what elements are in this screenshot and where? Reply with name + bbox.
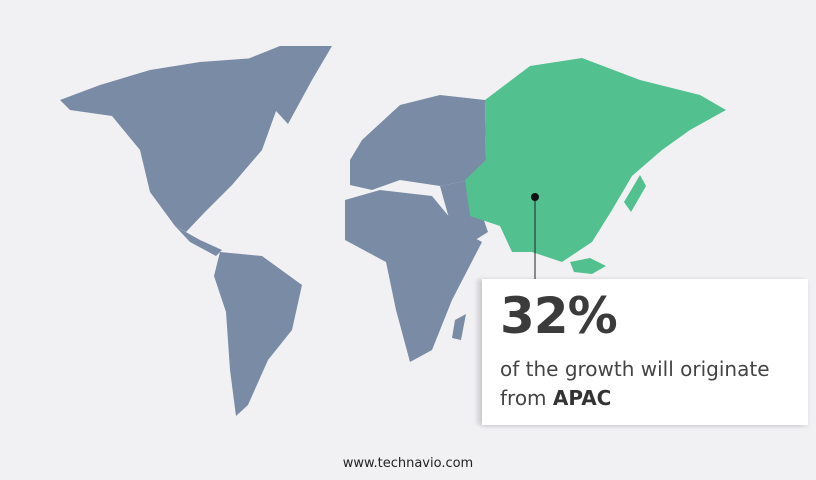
madagascar [452,314,466,340]
region-name: APAC [552,386,612,410]
south-america [214,252,302,416]
growth-percent: 32% [500,287,618,345]
europe [350,95,486,190]
japan [624,175,646,212]
description-text: of the growth will originate from [500,357,770,410]
north-america [60,58,300,232]
middle-east [440,180,488,242]
greenland [240,46,332,124]
stat-callout: 32% of the growth will originate from AP… [482,279,808,425]
southeast-asia-islands [570,258,606,274]
footer-url: www.technavio.com [342,456,474,471]
africa [345,190,482,362]
apac-asia [465,58,726,262]
growth-description: of the growth will originate from APAC [500,355,800,413]
region-marker [531,193,539,201]
central-america [175,226,222,256]
